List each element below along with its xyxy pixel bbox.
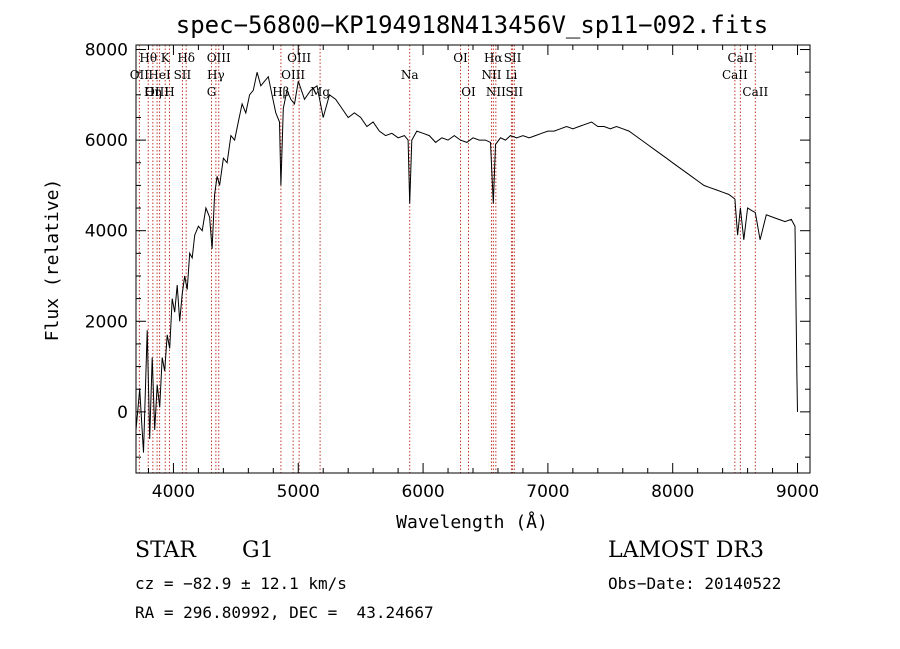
spectral-line-label: OIII: [207, 51, 231, 65]
survey-name: LAMOST DR3: [608, 538, 764, 563]
y-tick-label: 4000: [85, 222, 128, 242]
spectral-line-label: Hδ: [177, 51, 195, 65]
observation-date: Obs−Date: 20140522: [608, 574, 782, 593]
x-tick-label: 5000: [277, 482, 320, 502]
object-class: STAR: [135, 538, 196, 563]
spectral-line-label: K: [161, 51, 171, 65]
y-tick-label: 6000: [85, 131, 128, 151]
spectral-line-label: Hγ: [207, 68, 225, 82]
y-tick-label: 2000: [85, 312, 128, 332]
spectrum-line: [135, 72, 798, 453]
y-axis-ticks: 0 2000 4000 6000 8000: [85, 41, 810, 458]
spectral-line-label: SII: [504, 51, 522, 65]
chart-title: spec−56800−KP194918N413456V_sp11−092.fit…: [176, 11, 768, 39]
spectral-line-label: HeI: [148, 68, 171, 82]
object-subclass: G1: [242, 538, 274, 563]
spectral-line-label: H: [164, 85, 174, 99]
y-tick-label: 8000: [85, 41, 128, 61]
x-tick-label: 7000: [526, 482, 569, 502]
spectral-line-label: OI: [461, 85, 476, 99]
spectral-line-label: CaII: [727, 51, 753, 65]
spectral-line-label: Hθ: [139, 51, 157, 65]
x-tick-label: 6000: [401, 482, 444, 502]
spectral-line-label: G: [207, 85, 217, 99]
spectral-line-label: SII: [505, 85, 523, 99]
spectral-line-label: NII: [481, 68, 501, 82]
spectral-line-label: OIII: [281, 68, 305, 82]
y-axis-label: Flux (relative): [42, 179, 63, 342]
spectral-line-label: CaII: [742, 85, 768, 99]
x-tick-label: 8000: [651, 482, 694, 502]
spectral-line-label: NII: [486, 85, 506, 99]
x-axis-label: Wavelength (Å): [396, 511, 548, 533]
spectral-line-label: OIII: [145, 85, 169, 99]
x-tick-label: 4000: [152, 482, 195, 502]
coordinates: RA = 296.80992, DEC = 43.24667: [135, 603, 434, 622]
spectral-line-label: Li: [506, 68, 518, 82]
spectral-line-markers: [138, 45, 756, 473]
spectral-line-label: OI: [453, 51, 468, 65]
spectral-line-label: Hη: [144, 85, 162, 99]
spectrum-series: [135, 72, 798, 453]
redshift-cz: cz = −82.9 ± 12.1 km/s: [135, 574, 347, 593]
plot-frame: [135, 44, 811, 474]
spectral-line-label: Hβ: [272, 85, 289, 99]
y-tick-label: 0: [117, 403, 128, 423]
spectral-line-label: OII: [130, 68, 150, 82]
spectral-line-label: Mg: [310, 85, 330, 99]
spectral-line-label: Na: [401, 68, 419, 82]
spectral-line-label: OIII: [287, 51, 311, 65]
spectral-line-label: SII: [174, 68, 192, 82]
spectral-line-label: CaII: [722, 68, 748, 82]
x-axis-ticks: 4000 5000 6000 7000 8000 9000: [147, 45, 819, 502]
x-tick-label: 9000: [776, 482, 819, 502]
spectral-line-label: Hα: [484, 51, 503, 65]
